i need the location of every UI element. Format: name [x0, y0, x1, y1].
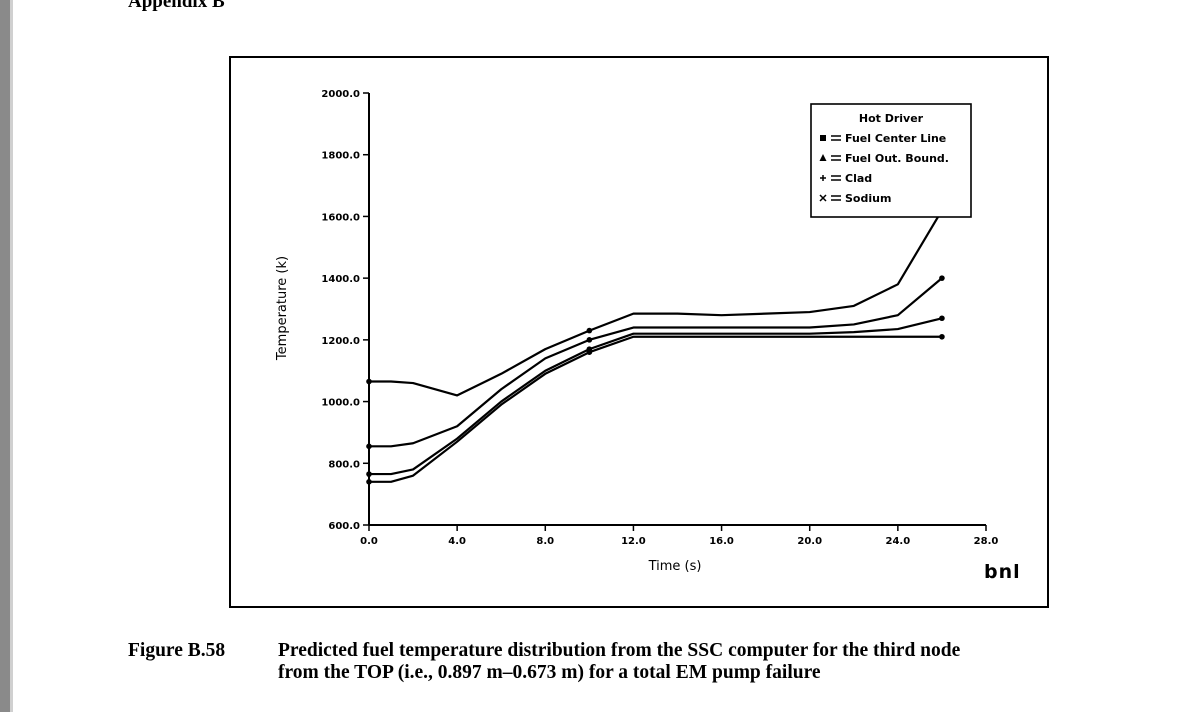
caption-line-1: Predicted fuel temperature distribution …	[278, 640, 961, 661]
temperature-chart: 600.0 800.0 1000.0 1200.0 1400.0 1600.0 1800.0…	[275, 89, 1021, 583]
data-point	[939, 275, 945, 281]
y-tick-label: 800.0	[328, 459, 360, 470]
figure-frame: 600.0 800.0 1000.0 1200.0 1400.0 1600.0 1800.0…	[229, 56, 1049, 608]
data-point	[366, 443, 372, 450]
data-point	[586, 349, 593, 356]
x-tick-label: 16.0	[709, 536, 734, 547]
x-axis-label: Time (s)	[648, 559, 702, 574]
marker-triangle	[819, 154, 827, 161]
legend-label: Fuel Center Line	[845, 132, 946, 145]
appendix-header: Appendix B	[128, 0, 225, 12]
series-sodium	[366, 333, 945, 485]
series-line-sodium	[369, 335, 942, 483]
series-fuel-out-bound	[366, 275, 945, 450]
legend-label: Clad	[845, 172, 872, 185]
x-tick-label: 0.0	[360, 536, 378, 547]
caption-line-2: from the TOP (i.e., 0.897 m–0.673 m) for…	[278, 662, 821, 683]
y-tick-label: 1400.0	[321, 274, 360, 285]
x-tick-label: 20.0	[797, 536, 822, 547]
series-line-clad	[369, 317, 943, 476]
data-point	[366, 378, 372, 385]
legend-item: Sodium	[819, 192, 891, 205]
y-tick-label: 1000.0	[321, 398, 360, 409]
y-tick-label: 1800.0	[321, 151, 360, 162]
x-tick-label: 12.0	[621, 536, 646, 547]
y-tick-label: 1600.0	[321, 212, 360, 223]
data-point	[366, 479, 372, 485]
chart-series-layer	[366, 207, 945, 485]
legend-item: Fuel Center Line	[820, 132, 946, 145]
marker-square	[820, 135, 826, 141]
series-fuel-center-line	[366, 207, 945, 397]
series-line-fuel-out-bound	[369, 277, 943, 448]
y-tick-label: 2000.0	[321, 89, 360, 100]
data-point	[366, 471, 372, 477]
x-tick-label: 28.0	[974, 536, 999, 547]
series-line-fuel-center-line	[369, 209, 943, 397]
page-edge-shadow	[10, 0, 13, 712]
page-edge-bar	[0, 0, 10, 712]
data-point	[939, 333, 945, 340]
legend-label: Sodium	[845, 192, 891, 205]
data-point	[939, 315, 945, 322]
y-tick-label: 600.0	[328, 521, 360, 532]
legend-label: Fuel Out. Bound.	[845, 152, 949, 165]
x-tick-label: 4.0	[448, 536, 466, 547]
chart-legend: Hot Driver Fuel Center Line Fuel Out. Boun…	[810, 103, 972, 218]
caption-label: Figure B.58	[128, 640, 226, 661]
y-tick-label: 1200.0	[321, 336, 360, 347]
x-tick-label: 24.0	[886, 536, 911, 547]
y-axis-label: Temperature (k)	[275, 256, 290, 361]
series-clad	[366, 315, 945, 477]
marker-plus	[820, 175, 826, 181]
data-point	[586, 337, 593, 343]
legend-item: Fuel Out. Bound.	[819, 152, 949, 165]
x-tick-label: 8.0	[536, 536, 554, 547]
marker-x	[819, 194, 827, 202]
data-point	[586, 327, 593, 334]
bnl-logo: bnl	[984, 561, 1021, 583]
chart-axes: 600.0 800.0 1000.0 1200.0 1400.0 1600.0 1800.0…	[321, 89, 998, 547]
legend-title: Hot Driver	[859, 112, 924, 125]
legend-item: Clad	[820, 172, 872, 185]
